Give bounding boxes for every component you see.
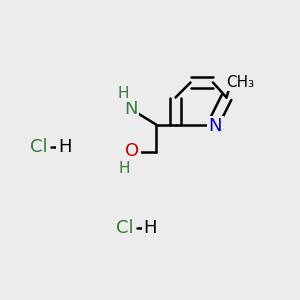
Text: N: N	[124, 100, 137, 118]
Text: O: O	[125, 142, 139, 160]
Text: H: H	[58, 138, 71, 156]
Text: Cl: Cl	[30, 138, 48, 156]
Text: CH₃: CH₃	[226, 75, 254, 90]
Text: N: N	[209, 117, 222, 135]
Text: H: H	[117, 85, 129, 100]
Text: H: H	[119, 160, 130, 175]
Text: H: H	[143, 219, 157, 237]
Text: Cl: Cl	[116, 219, 133, 237]
